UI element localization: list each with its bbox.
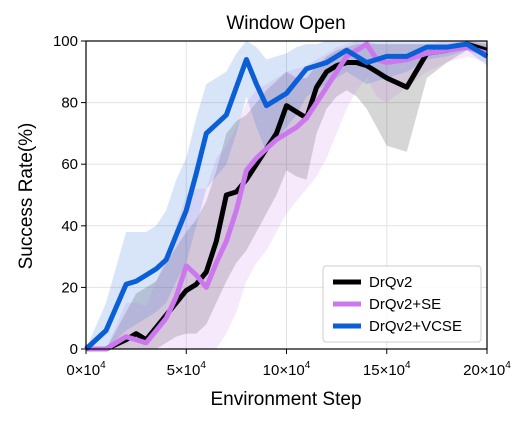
x-tick-label: 5×104	[167, 360, 207, 379]
y-tick-label: 0	[70, 341, 78, 358]
x-axis-label: Environment Step	[210, 389, 361, 410]
chart-title: Window Open	[226, 13, 345, 34]
x-tick-label: 20×104	[463, 360, 511, 379]
legend-label-0: DrQv2	[369, 274, 412, 291]
x-tick-label: 0×104	[66, 360, 106, 379]
y-tick-label: 40	[61, 218, 78, 235]
x-tick-label: 15×104	[363, 360, 411, 379]
legend-box	[322, 265, 482, 343]
legend-label-1: DrQv2+SE	[369, 296, 441, 313]
series-line-1	[86, 41, 488, 352]
y-ticks: 0 20 40 60 80 100	[53, 33, 86, 358]
series-line-2	[84, 41, 489, 351]
y-axis-label: Success Rate(%)	[16, 123, 37, 270]
legend: DrQv2 DrQv2+SE DrQv2+VCSE	[322, 265, 482, 343]
x-tick-label: 10×104	[263, 360, 311, 379]
band-2	[86, 41, 487, 349]
y-tick-label: 60	[61, 156, 78, 173]
x-ticks: 0×104 5×104 10×104 15×104 20×104	[66, 349, 511, 379]
y-tick-label: 100	[53, 33, 78, 50]
series-lines	[84, 41, 489, 352]
legend-label-2: DrQv2+VCSE	[369, 318, 462, 335]
y-tick-label: 80	[61, 95, 78, 112]
y-tick-label: 20	[61, 279, 78, 296]
